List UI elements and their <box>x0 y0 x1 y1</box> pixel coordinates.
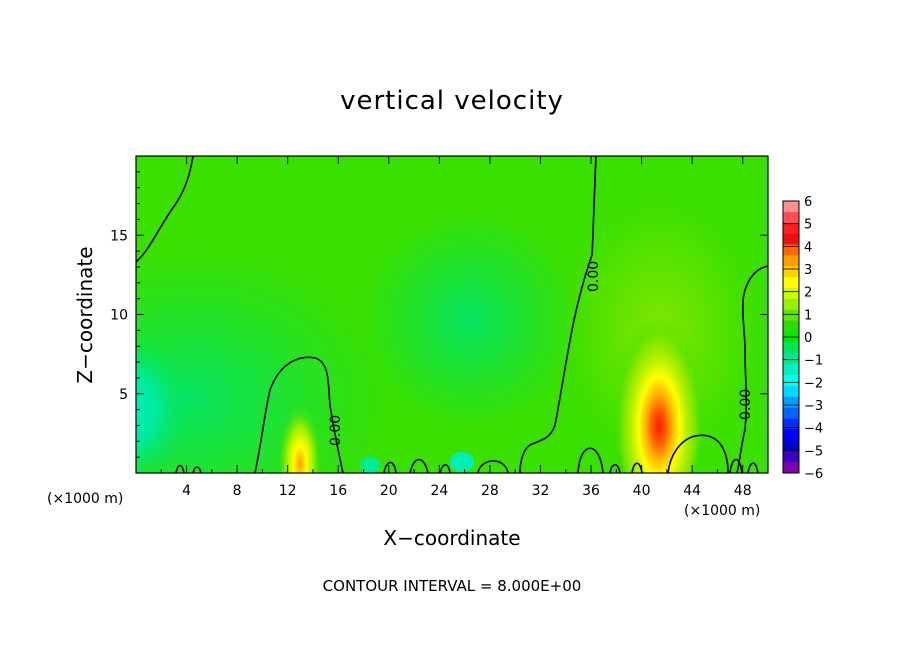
contour-label-2: 0.00 <box>328 415 344 446</box>
x-tick-label: 36 <box>582 483 600 499</box>
x-tick-label: 16 <box>329 483 347 499</box>
x-tick-label: 20 <box>380 483 398 499</box>
colorbar-label: 5 <box>804 218 812 233</box>
weak-downdraft-region-center <box>360 210 580 430</box>
colorbar-swatch <box>783 288 799 300</box>
colorbar-swatch <box>783 233 799 246</box>
colorbar-swatch <box>783 255 799 267</box>
colorbar-swatch <box>783 320 799 333</box>
colorbar-label: −2 <box>804 376 823 391</box>
colorbar-swatch <box>783 375 799 387</box>
x-axis-unit-left: (×1000 m) <box>47 491 124 507</box>
x-tick-label: 8 <box>233 483 242 499</box>
x-tick-label: 40 <box>633 483 651 499</box>
colorbar-label: 6 <box>804 195 812 210</box>
x-axis-label: X−coordinate <box>383 526 521 550</box>
y-tick-label: 5 <box>119 387 128 403</box>
colorbar-label: 4 <box>804 240 812 255</box>
colorbar-label: −1 <box>804 354 823 369</box>
colorbar-swatch <box>783 429 799 441</box>
colorbar-swatch <box>783 353 799 365</box>
x-tick-label: 12 <box>279 483 297 499</box>
colorbar-swatch <box>783 244 799 256</box>
colorbar-swatch <box>783 211 799 224</box>
colorbar-swatch <box>783 407 799 420</box>
colorbar-label: 0 <box>804 331 812 346</box>
colorbar-swatch <box>783 396 799 409</box>
contour-field <box>136 156 768 473</box>
colorbar-swatch <box>783 309 799 322</box>
colorbar-swatch <box>783 462 799 474</box>
colorbar: 6 5 4 3 2 1 0 −1 −2 −3 −4 −5 −6 <box>782 195 823 482</box>
colorbar-label: −4 <box>804 422 823 437</box>
contour-label-1: 0.00 <box>586 261 602 292</box>
x-tick-label: 32 <box>532 483 550 499</box>
colorbar-swatch <box>783 364 799 376</box>
colorbar-swatch <box>783 418 799 430</box>
colorbar-swatch <box>783 201 799 213</box>
chart-title: vertical velocity <box>340 86 564 116</box>
y-tick-label: 10 <box>110 308 128 324</box>
downdraft-left <box>136 335 220 473</box>
colorbar-label: 2 <box>804 286 812 301</box>
x-tick-label: 28 <box>481 483 499 499</box>
colorbar-swatch <box>783 440 799 452</box>
x-tick-label: 4 <box>182 483 191 499</box>
colorbar-label: −3 <box>804 399 823 414</box>
x-tick-label: 24 <box>430 483 448 499</box>
small-downdraft-2 <box>360 457 380 473</box>
contour-interval-note: CONTOUR INTERVAL = 8.000E+00 <box>322 577 582 595</box>
x-axis-unit-right: (×1000 m) <box>684 503 761 519</box>
colorbar-swatch <box>783 277 799 289</box>
colorbar-swatch <box>783 342 799 354</box>
x-tick-label: 48 <box>734 483 752 499</box>
y-tick-label: 15 <box>110 228 128 244</box>
small-downdraft <box>450 452 474 472</box>
colorbar-swatch <box>783 451 799 463</box>
colorbar-label: −5 <box>804 444 823 459</box>
colorbar-swatch <box>783 298 799 311</box>
secondary-updraft <box>278 380 322 473</box>
colorbar-swatch <box>783 222 799 235</box>
colorbar-swatch <box>783 385 799 398</box>
colorbar-label: −6 <box>804 467 823 482</box>
colorbar-label: 3 <box>804 263 812 278</box>
contour-label-3: 0.00 <box>738 389 754 420</box>
colorbar-label: 1 <box>804 308 812 323</box>
x-tick-label: 44 <box>683 483 701 499</box>
contour-lines: 0.00 0.00 0.00 <box>135 155 769 474</box>
colorbar-swatch <box>783 266 799 278</box>
main-updraft <box>614 290 704 473</box>
